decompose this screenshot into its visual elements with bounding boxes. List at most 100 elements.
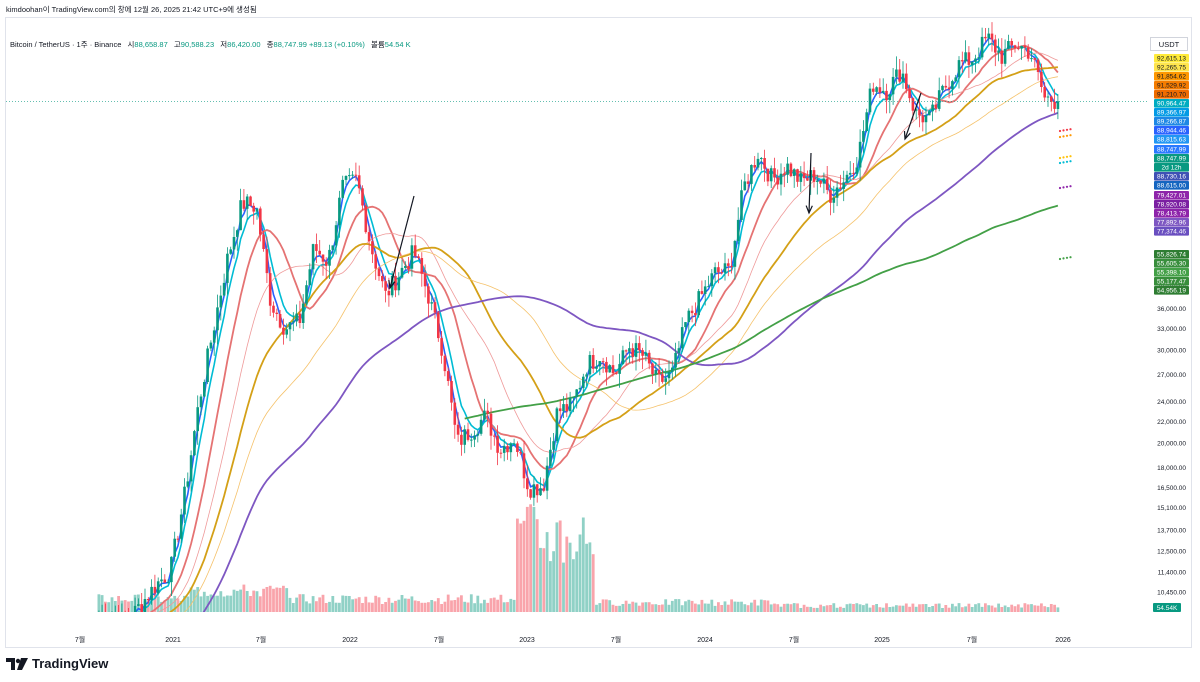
volume-bar xyxy=(239,589,242,612)
volume-bar xyxy=(1016,604,1020,612)
candle-body xyxy=(272,305,275,313)
volume-bar xyxy=(684,601,687,612)
volume-bar xyxy=(529,504,532,612)
volume-bar xyxy=(318,597,322,612)
volume-bar xyxy=(984,603,987,612)
volume-bar xyxy=(305,601,308,612)
candle-body xyxy=(773,168,776,178)
currency-unit-button[interactable]: USDT xyxy=(1150,37,1188,51)
candle-body xyxy=(189,455,193,482)
tradingview-logo[interactable]: TradingView xyxy=(6,656,108,671)
candle-body xyxy=(997,50,1000,53)
candle-body xyxy=(987,33,990,39)
volume-bar xyxy=(535,519,539,612)
candle-body xyxy=(367,232,371,242)
volume-bar xyxy=(499,594,503,612)
candle-body xyxy=(690,310,694,314)
candle-body xyxy=(881,90,885,93)
candle-body xyxy=(255,208,259,212)
candle-body xyxy=(848,172,852,175)
candle-body xyxy=(371,241,374,255)
candle-body xyxy=(229,249,232,254)
candle-body xyxy=(245,196,249,209)
candle-body xyxy=(427,286,430,304)
low-value: 86,420.00 xyxy=(227,40,261,49)
volume-bar xyxy=(885,603,888,612)
candle-body xyxy=(928,111,931,116)
annotation-arrow xyxy=(389,195,415,289)
candle-body xyxy=(806,178,809,181)
price-tag xyxy=(1154,200,1189,209)
candle-body xyxy=(344,176,348,180)
volume-bar xyxy=(819,604,822,612)
volume-bar xyxy=(796,603,799,612)
y-axis-label: 33,000.00 xyxy=(1157,326,1186,333)
candle-body xyxy=(835,187,839,198)
volume-bar xyxy=(552,551,555,612)
volume-bar xyxy=(285,588,289,612)
volume-bar xyxy=(282,585,285,612)
volume-bar xyxy=(522,520,526,612)
candle-body xyxy=(944,85,948,88)
projection-dot xyxy=(1062,186,1065,189)
symbol-title[interactable]: Bitcoin / TetherUS · 1주 · Binance xyxy=(10,40,122,49)
volume-bar xyxy=(354,598,358,612)
volume-bar xyxy=(993,607,997,612)
price-tag-label: 91,529.92 xyxy=(1157,83,1186,90)
candle-body xyxy=(908,89,911,99)
x-axis-label: 7월 xyxy=(789,635,799,644)
candle-body xyxy=(124,612,127,619)
volume-bar xyxy=(862,605,865,612)
y-axis-label: 27,000.00 xyxy=(1157,372,1186,379)
candle-body xyxy=(684,322,687,328)
candle-body xyxy=(131,620,134,622)
candle-body xyxy=(680,327,684,349)
volume-bar xyxy=(908,606,911,612)
x-axis-label: 7월 xyxy=(256,635,266,644)
candle-body xyxy=(502,445,506,453)
volume-bar xyxy=(545,532,549,612)
volume-label: 볼륨 xyxy=(370,40,385,49)
candle-body xyxy=(532,484,536,498)
volume-bar xyxy=(130,600,134,612)
candle-body xyxy=(941,85,944,91)
volume-bar xyxy=(605,599,608,612)
volume-bar xyxy=(773,603,776,612)
price-tag-label: 90,964.47 xyxy=(1157,101,1186,108)
volume-bar xyxy=(657,605,661,612)
price-tag-label: 55,398.10 xyxy=(1157,270,1186,277)
volume-bar xyxy=(1023,603,1027,612)
projection-dot xyxy=(1058,161,1062,165)
candle-body xyxy=(575,389,578,398)
ma-line-3 xyxy=(134,37,1059,612)
candle-body xyxy=(384,281,387,291)
candle-body xyxy=(516,443,519,452)
volume-bar xyxy=(486,602,490,612)
volume-bar xyxy=(895,605,898,612)
candle-body xyxy=(921,115,925,123)
volume-bar xyxy=(634,602,638,612)
volume-bar xyxy=(974,604,977,612)
projection-dot xyxy=(1058,135,1062,139)
volume-bar xyxy=(311,596,315,612)
open-value: 88,658.87 xyxy=(134,40,168,49)
volume-bar xyxy=(542,548,546,612)
volume-bar xyxy=(456,597,460,612)
candle-body xyxy=(278,314,282,328)
volume-bar xyxy=(997,603,1000,612)
candle-body xyxy=(703,286,707,294)
high-label: 고 xyxy=(173,40,181,49)
price-tag-label: 2d 12h xyxy=(1162,165,1182,172)
candle-body xyxy=(674,352,677,368)
volume-bar xyxy=(324,603,328,612)
volume-bar xyxy=(1043,606,1047,612)
candle-body xyxy=(160,579,163,582)
volume-bar xyxy=(420,602,424,612)
candle-body xyxy=(829,189,832,203)
candle-body xyxy=(1036,59,1040,72)
volume-bar xyxy=(278,587,282,612)
volume-bar xyxy=(463,601,467,612)
volume-bar xyxy=(249,596,252,612)
volume-bar xyxy=(733,601,737,612)
